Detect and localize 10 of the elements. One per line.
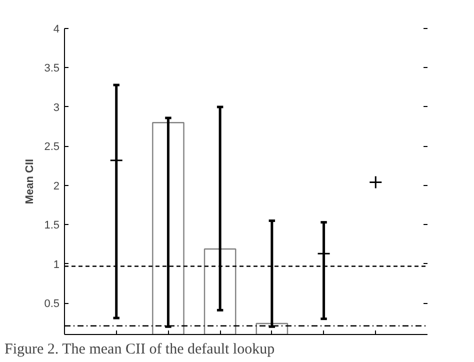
y-tick-label: 3 xyxy=(53,102,60,114)
y-tick-label: 2 xyxy=(53,180,60,192)
y-tick-label: 0.5 xyxy=(44,298,60,310)
y-tick-label: 1.5 xyxy=(44,220,60,232)
caption: Figure 2. The mean CII of the default lookup xyxy=(4,342,275,358)
y-tick-label: 3.5 xyxy=(44,62,60,75)
y-tick-label: 4 xyxy=(53,24,60,36)
y-tick-label: 1 xyxy=(53,258,60,271)
y-axis-title: Mean CII xyxy=(24,158,36,204)
y-tick-label: 2.5 xyxy=(44,141,60,154)
